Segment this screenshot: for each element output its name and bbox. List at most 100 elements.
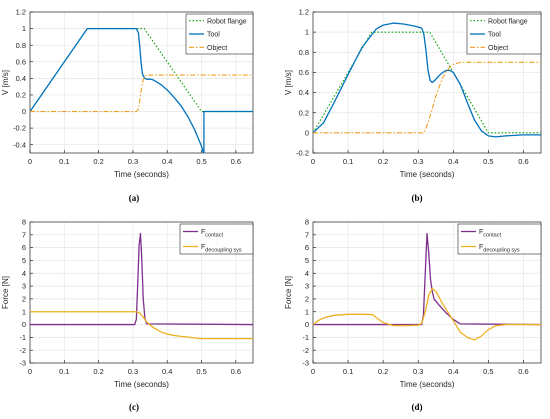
x-tick-label: 0.3 [413, 157, 423, 166]
panel-caption: (a) [129, 193, 140, 203]
legend-label: Tool [488, 32, 501, 39]
y-tick-label: -3 [302, 359, 309, 368]
y-tick-label: -2 [19, 346, 26, 355]
y-tick-label: 3 [305, 282, 309, 291]
y-tick-label: 1.2 [299, 8, 309, 17]
panel-caption: (b) [412, 193, 423, 203]
x-tick-label: 0.1 [59, 367, 69, 376]
y-tick-label: 7 [305, 230, 309, 239]
x-tick-label: 0.5 [196, 157, 206, 166]
x-tick-label: 0.4 [448, 157, 458, 166]
panel-caption: (c) [129, 402, 139, 412]
y-tick-label: 3 [22, 282, 26, 291]
series-line-tool [30, 27, 253, 153]
y-tick-label: 0.6 [299, 68, 309, 77]
legend-label: Object [488, 45, 508, 52]
x-axis-label: Time (seconds) [114, 380, 169, 389]
x-tick-label: 0.2 [93, 367, 103, 376]
series-group [313, 232, 541, 341]
legend-box [179, 223, 254, 255]
y-tick-label: 2 [305, 295, 309, 304]
y-tick-label: 0 [22, 107, 26, 116]
y-axis-label: Force [N] [1, 276, 10, 309]
y-tick-label: 1 [305, 307, 309, 316]
y-tick-label: 0 [305, 320, 309, 329]
y-axis-label: Force [N] [284, 276, 293, 309]
series-line-decoupling-sys [313, 287, 541, 341]
x-tick-label: 0.5 [483, 157, 493, 166]
y-tick-label: 0.8 [299, 48, 309, 57]
x-tick-label: 0.6 [231, 157, 241, 166]
x-axis-label: Time (seconds) [400, 170, 455, 179]
y-tick-label: 0 [22, 320, 26, 329]
x-tick-label: 0.6 [518, 367, 528, 376]
x-tick-label: 0.2 [378, 367, 388, 376]
chart-panel-d: 0 0.1 0.2 0.3 0.4 0.5 0.6 -3 -2 -1 0 1 2 3 4 5 6 7 8 Time (… [284, 218, 542, 412]
y-tick-label: 5 [305, 256, 309, 265]
axes-box [312, 11, 542, 154]
x-tick-label: 0.4 [448, 367, 458, 376]
axes-box [29, 11, 254, 154]
y-tick-label: -0.4 [13, 140, 26, 149]
x-tick-label: 0.2 [93, 157, 103, 166]
series-group [313, 22, 541, 138]
legend-label: Fcontact [479, 229, 501, 239]
x-tick-label: 0 [28, 157, 32, 166]
y-tick-label: 6 [22, 243, 26, 252]
legend-label: Fdecoupling sys [201, 244, 242, 254]
x-tick-label: 0 [28, 367, 32, 376]
y-tick-label: 5 [22, 256, 26, 265]
x-tick-label: 0.6 [231, 367, 241, 376]
legend-label: Object [207, 45, 227, 52]
y-tick-label: 1 [305, 28, 309, 37]
legend-label: Robot flange [207, 18, 247, 25]
chart-panel-c: 0 0.1 0.2 0.3 0.4 0.5 0.6 -3 -2 -1 0 1 2 3 4 5 6 7 8 Time (… [1, 218, 254, 412]
series-line-object [313, 61, 541, 134]
y-tick-label: 0.8 [16, 41, 26, 50]
y-tick-label: 0.4 [16, 74, 26, 83]
x-axis-label: Time (seconds) [114, 170, 169, 179]
y-tick-label: 8 [22, 218, 26, 227]
legend-label: Robot flange [488, 18, 528, 25]
series-line-tool [313, 22, 541, 138]
y-tick-label: -2 [302, 346, 309, 355]
x-tick-label: 0.4 [162, 157, 172, 166]
y-tick-label: 0 [305, 128, 309, 137]
legend-label: Fdecoupling sys [479, 244, 520, 254]
x-tick-label: 0.3 [128, 157, 138, 166]
y-tick-label: 2 [22, 295, 26, 304]
y-tick-label: 0.2 [16, 91, 26, 100]
x-tick-label: 0.6 [518, 157, 528, 166]
series-line-object [30, 74, 253, 113]
x-tick-label: 0.3 [128, 367, 138, 376]
y-tick-label: 0.4 [299, 88, 309, 97]
panel-caption: (d) [412, 402, 423, 412]
legend: Fcontact Fdecoupling sys [457, 223, 542, 255]
x-tick-label: 0.2 [378, 157, 388, 166]
x-tick-label: 0.4 [162, 367, 172, 376]
y-tick-label: 7 [22, 230, 26, 239]
y-tick-label: 8 [305, 218, 309, 227]
y-tick-label: 4 [22, 269, 26, 278]
legend: Fcontact Fdecoupling sys [179, 223, 254, 255]
axes-box [29, 221, 254, 364]
legend: Robot flange Tool Object [466, 13, 542, 55]
y-tick-label: 1.2 [16, 8, 26, 17]
legend-box [457, 223, 542, 255]
x-tick-label: 0.5 [483, 367, 493, 376]
x-tick-label: 0.3 [413, 367, 423, 376]
y-tick-label: -0.2 [13, 124, 26, 133]
x-axis-label: Time (seconds) [400, 380, 455, 389]
y-tick-label: -1 [302, 333, 309, 342]
y-axis-label: V [m/s] [284, 70, 293, 95]
y-tick-label: 0.2 [299, 108, 309, 117]
y-axis-label: V [m/s] [1, 70, 10, 95]
axes-box [312, 221, 542, 364]
y-tick-label: 1 [22, 307, 26, 316]
y-tick-label: -0.2 [296, 149, 309, 158]
x-tick-label: 0.1 [343, 157, 353, 166]
legend-label: Fcontact [201, 229, 223, 239]
legend: Robot flange Tool Object [185, 13, 254, 55]
y-tick-label: -3 [19, 359, 26, 368]
